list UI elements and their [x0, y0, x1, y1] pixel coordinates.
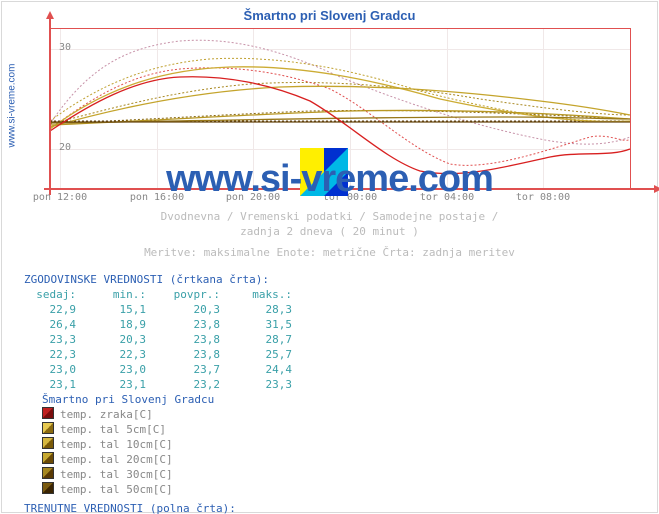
table-row: 22,322,323,825,7 — [24, 347, 300, 362]
table-row: 23,023,023,724,4 — [24, 362, 300, 377]
ytick: 20 — [41, 142, 71, 153]
xtick: tor 08:00 — [508, 192, 578, 203]
y-axis-label: www.si-vreme.com — [4, 0, 16, 200]
xtick: pon 16:00 — [122, 192, 192, 203]
current-header: TRENUTNE VREDNOSTI (polna črta): — [24, 501, 300, 514]
x-axis — [44, 188, 654, 190]
legend-item: temp. zraka[C] — [42, 407, 362, 422]
historic-header: ZGODOVINSKE VREDNOSTI (črtkana črta): — [24, 272, 300, 287]
historic-legend-title: Šmartno pri Slovenj Gradcu — [42, 392, 362, 407]
xtick: tor 04:00 — [412, 192, 482, 203]
data-tables: ZGODOVINSKE VREDNOSTI (črtkana črta): se… — [24, 272, 634, 514]
xtick: tor 00:00 — [315, 192, 385, 203]
table-row: 22,915,120,328,3 — [24, 302, 300, 317]
chart-lines — [50, 29, 630, 189]
subtitle-1: Dvodnevna / Vremenski podatki / Samodejn… — [0, 210, 659, 223]
ytick: 30 — [41, 42, 71, 53]
legend-item: temp. tal 10cm[C] — [42, 437, 362, 452]
legend-item: temp. tal 20cm[C] — [42, 452, 362, 467]
xtick: pon 12:00 — [25, 192, 95, 203]
legend-item: temp. tal 5cm[C] — [42, 422, 362, 437]
subtitle-3: Meritve: maksimalne Enote: metrične Črta… — [0, 246, 659, 259]
chart-area — [50, 28, 631, 189]
legend-item: temp. tal 50cm[C] — [42, 482, 362, 497]
table-row: 23,123,123,223,3 — [24, 377, 300, 392]
subtitle-2: zadnja 2 dneva ( 20 minut ) — [0, 225, 659, 238]
legend-item: temp. tal 30cm[C] — [42, 467, 362, 482]
historic-columns: sedaj:min.:povpr.:maks.: — [24, 287, 300, 302]
table-row: 23,320,323,828,7 — [24, 332, 300, 347]
chart-title: Šmartno pri Slovenj Gradcu — [0, 8, 659, 23]
table-row: 26,418,923,831,5 — [24, 317, 300, 332]
xtick: pon 20:00 — [218, 192, 288, 203]
